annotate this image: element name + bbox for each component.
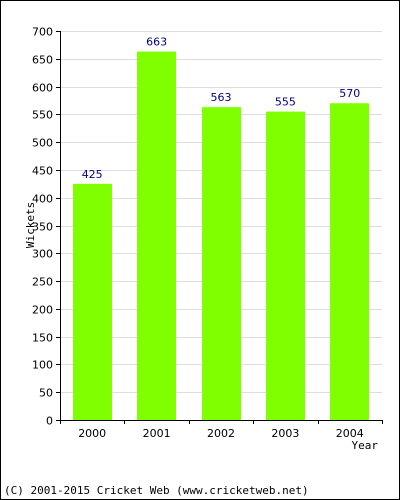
x-axis-title: Year [352, 439, 379, 452]
data-label: 555 [275, 96, 296, 109]
bar-2001 [137, 51, 176, 420]
x-tick-label: 2002 [207, 427, 235, 440]
data-label: 563 [211, 91, 232, 104]
y-tick-label: 500 [32, 137, 53, 150]
y-tick-label: 650 [32, 54, 53, 67]
bar-2003 [266, 111, 305, 420]
x-tick-label: 2001 [143, 427, 171, 440]
data-labels: 425 663 563 555 570 [82, 36, 361, 181]
x-tick-label: 2004 [336, 427, 364, 440]
y-tick-label: 200 [32, 304, 53, 317]
bars [73, 51, 369, 420]
y-tick-label: 0 [46, 415, 53, 428]
x-ticks: 2000 2001 2002 2003 2004 [60, 420, 383, 440]
bar-2002 [202, 107, 241, 420]
bar-2004 [330, 103, 369, 420]
y-tick-label: 250 [32, 276, 53, 289]
x-tick-label: 2000 [78, 427, 106, 440]
bar-2000 [73, 183, 112, 420]
copyright-notice: (C) 2001-2015 Cricket Web (www.cricketwe… [4, 484, 309, 497]
y-tick-label: 300 [32, 248, 53, 261]
axes [60, 31, 382, 421]
y-tick-label: 50 [39, 387, 53, 400]
y-axis-title: Wickets [24, 202, 37, 248]
y-tick-label: 550 [32, 109, 53, 122]
y-tick-label: 100 [32, 359, 53, 372]
x-tick-label: 2003 [271, 427, 299, 440]
y-tick-label: 700 [32, 26, 53, 39]
data-label: 570 [339, 87, 360, 100]
y-tick-label: 400 [32, 193, 53, 206]
y-ticks: 0 50 100 150 200 250 300 350 400 450 500 550 600 650 7… [32, 26, 60, 428]
y-tick-label: 450 [32, 165, 53, 178]
data-label: 663 [146, 36, 167, 49]
y-tick-label: 600 [32, 82, 53, 95]
data-label: 425 [82, 168, 103, 181]
y-tick-label: 150 [32, 332, 53, 345]
y-tick-label: 350 [32, 221, 53, 234]
